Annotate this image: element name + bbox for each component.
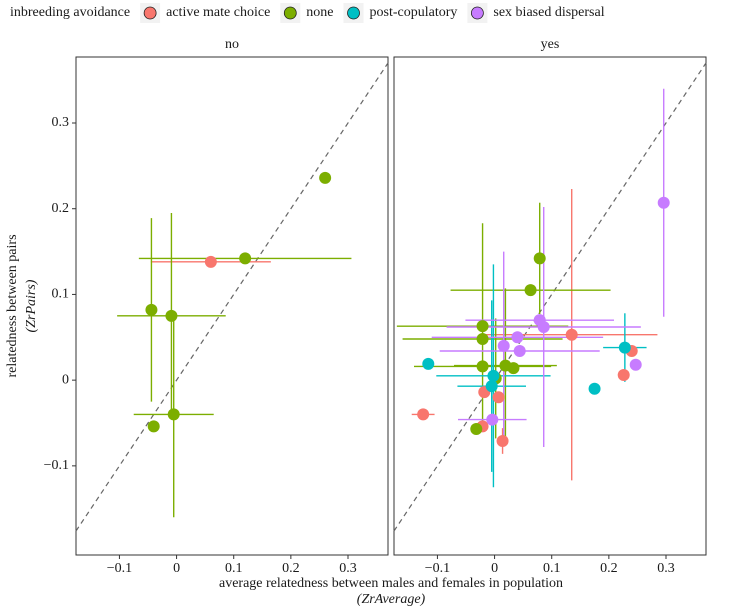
x-tick-label: 0.2 — [282, 561, 300, 576]
legend-label: post-copulatory — [370, 5, 458, 20]
point — [492, 391, 505, 404]
point — [617, 369, 630, 381]
point — [476, 333, 489, 345]
legend-label: sex biased dispersal — [493, 5, 604, 20]
x-tick-label: −0.1 — [425, 561, 450, 576]
point — [511, 331, 524, 344]
x-axis-label: average relatedness between males and fe… — [219, 576, 563, 591]
point — [470, 423, 483, 435]
point — [497, 339, 510, 352]
x-tick-label: 0.3 — [339, 561, 357, 576]
y-axis-label: relatedness between pairs — [5, 234, 20, 377]
point — [513, 345, 526, 357]
point — [417, 408, 430, 421]
legend-title: inbreeding avoidance — [10, 5, 130, 20]
point — [145, 303, 158, 316]
x-axis-label: (ZrAverage) — [357, 592, 426, 606]
panel-frame — [75, 56, 389, 556]
x-tick-label: 0 — [491, 561, 498, 576]
point — [239, 252, 252, 265]
panel: −0.1 0 0.1 0.2 0.3 — [393, 56, 707, 576]
point — [618, 341, 631, 354]
x-tick-label: 0 — [173, 561, 180, 576]
y-tick-label: 0.1 — [52, 287, 70, 302]
point — [657, 196, 670, 209]
x-tick-label: 0.1 — [543, 561, 561, 576]
legend-key — [143, 6, 157, 20]
legend-key — [347, 6, 360, 20]
point — [167, 408, 180, 421]
x-tick-label: 0.1 — [225, 561, 243, 576]
panel-title: yes — [541, 37, 560, 52]
point — [524, 284, 537, 297]
point — [476, 360, 489, 373]
point — [204, 255, 217, 268]
y-tick-label: 0.2 — [52, 201, 70, 216]
point — [507, 362, 520, 375]
point — [486, 413, 499, 426]
point — [422, 357, 435, 370]
point — [485, 380, 498, 393]
point — [147, 420, 160, 433]
point — [565, 328, 578, 341]
x-tick-label: 0.3 — [657, 561, 675, 576]
legend-label: active mate choice — [166, 5, 270, 20]
point — [588, 382, 601, 395]
point — [533, 252, 546, 265]
diagonal — [393, 62, 707, 532]
point — [476, 320, 489, 333]
panel-title: no — [225, 37, 239, 52]
panel: −0.1 0 0.1 0.2 0.3 — [75, 56, 389, 576]
legend-key — [470, 6, 484, 20]
y-tick-label: 0.3 — [52, 115, 70, 130]
x-tick-label: −0.1 — [107, 561, 132, 576]
point — [496, 435, 509, 447]
y-tick-label: −0.1 — [44, 458, 69, 473]
legend-key — [283, 6, 297, 20]
diagonal — [75, 62, 389, 532]
y-tick-label: 0 — [62, 372, 69, 387]
point — [319, 171, 332, 184]
panel-frame — [393, 56, 707, 556]
point — [629, 358, 642, 371]
point — [165, 309, 178, 322]
point — [537, 321, 550, 333]
x-tick-label: 0.2 — [600, 561, 618, 576]
point — [487, 369, 500, 382]
legend-label: none — [306, 5, 333, 20]
y-axis-label: (ZrPairs) — [24, 279, 39, 332]
